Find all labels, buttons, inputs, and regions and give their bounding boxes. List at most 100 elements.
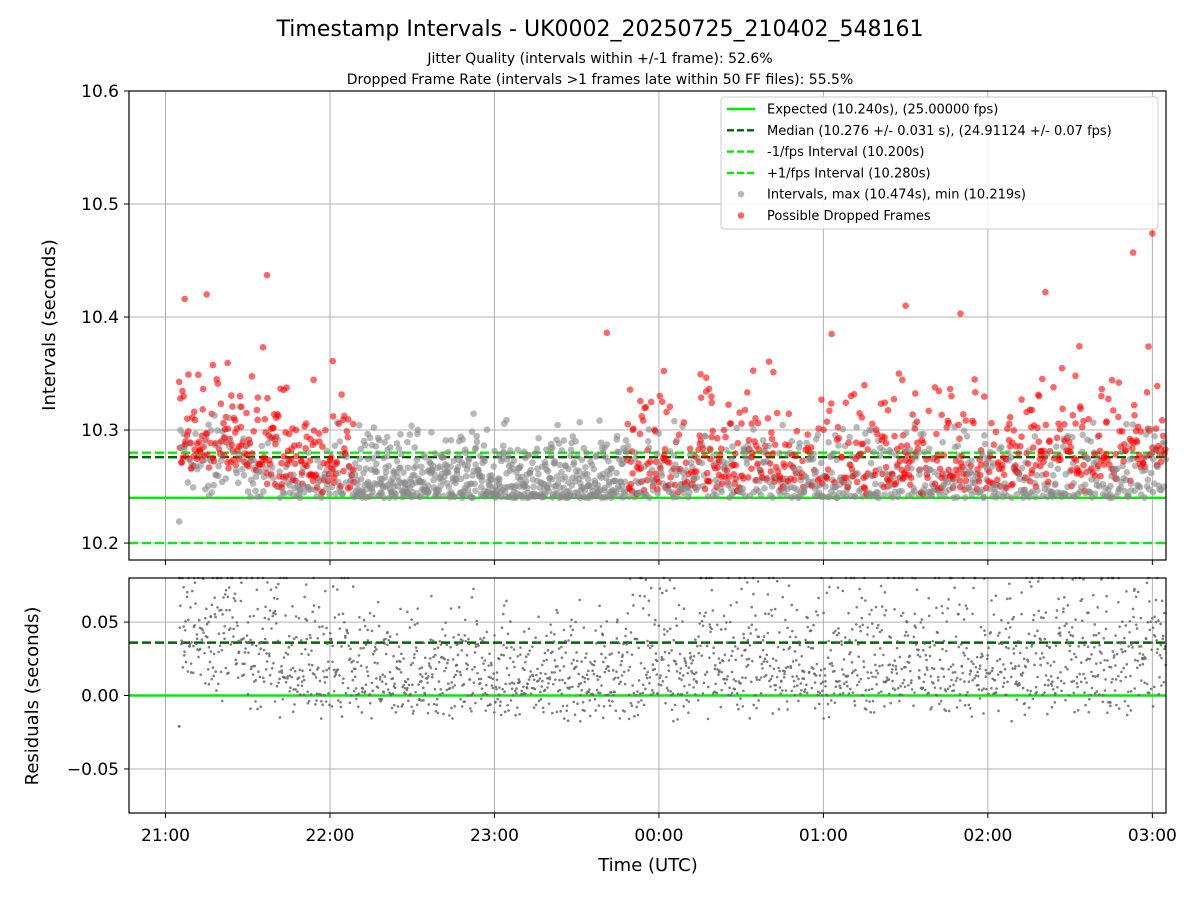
residual-point xyxy=(800,689,803,692)
residual-point xyxy=(386,630,389,634)
residual-point xyxy=(492,711,496,714)
residual-point xyxy=(678,677,681,680)
residual-point xyxy=(942,639,946,643)
interval-point xyxy=(451,493,459,500)
residual-point xyxy=(939,686,942,690)
interval-point xyxy=(1142,466,1149,474)
residual-point xyxy=(875,683,879,686)
residual-point xyxy=(1117,674,1120,678)
residual-point xyxy=(1109,704,1112,708)
interval-point xyxy=(527,466,534,474)
residual-point xyxy=(954,635,958,638)
residual-point xyxy=(1042,656,1045,659)
residual-point xyxy=(1012,615,1016,619)
residual-point xyxy=(1033,634,1037,638)
residual-point xyxy=(929,708,932,711)
residual-point xyxy=(309,636,312,640)
residual-point xyxy=(474,645,478,649)
residual-point xyxy=(288,674,292,677)
residuals-points xyxy=(177,576,1168,728)
residual-point xyxy=(910,679,913,682)
residual-point xyxy=(1146,620,1150,624)
dropped-frame-point xyxy=(988,419,995,427)
interval-point xyxy=(208,489,216,496)
residual-point xyxy=(506,703,509,707)
residual-point xyxy=(417,683,420,686)
residual-point xyxy=(1046,684,1050,687)
interval-point xyxy=(583,471,591,478)
interval-point xyxy=(351,471,359,479)
dropped-frame-point xyxy=(603,329,611,337)
residual-point xyxy=(1110,681,1113,684)
residual-point xyxy=(791,660,795,663)
residual-point xyxy=(314,676,318,679)
residual-point xyxy=(764,612,767,615)
dropped-frame-point xyxy=(765,358,773,365)
residual-point xyxy=(465,667,469,671)
residual-point xyxy=(854,668,857,672)
residual-point xyxy=(622,642,625,646)
residual-point xyxy=(764,673,768,677)
residual-point xyxy=(355,693,359,697)
residual-point xyxy=(798,643,802,647)
residual-point xyxy=(754,628,758,631)
residual-point xyxy=(697,635,700,638)
residual-point xyxy=(494,700,497,704)
residual-point xyxy=(778,669,781,673)
dropped-frame-point xyxy=(815,425,822,432)
residual-point xyxy=(1031,697,1035,701)
residual-point xyxy=(1155,651,1159,655)
residual-point xyxy=(736,647,740,650)
residual-point xyxy=(878,664,881,668)
dropped-frame-point xyxy=(246,439,254,447)
residual-point xyxy=(1129,709,1133,712)
interval-point xyxy=(411,444,419,451)
interval-point xyxy=(551,457,559,465)
dropped-frame-point xyxy=(967,462,975,470)
dropped-frame-point xyxy=(828,400,835,407)
residual-point xyxy=(527,653,530,656)
dropped-frame-point xyxy=(706,477,713,485)
residual-point xyxy=(1023,713,1027,717)
residual-point xyxy=(959,643,963,646)
dropped-frame-point xyxy=(752,415,759,422)
dropped-frame-point xyxy=(881,434,888,441)
residual-point xyxy=(918,668,921,672)
residual-point xyxy=(682,705,685,708)
dropped-frame-point xyxy=(1018,396,1025,403)
residual-point xyxy=(677,603,681,607)
interval-point xyxy=(264,439,272,447)
residual-point xyxy=(655,673,659,676)
residual-point xyxy=(618,717,622,720)
residual-point xyxy=(797,677,800,681)
residual-point xyxy=(603,670,607,674)
residual-point xyxy=(1052,687,1055,691)
residual-point xyxy=(643,595,646,598)
interval-point xyxy=(535,470,542,478)
residual-point xyxy=(1159,643,1163,647)
residual-point xyxy=(432,655,435,659)
residual-point xyxy=(742,689,745,693)
residual-point xyxy=(273,700,277,703)
residual-point xyxy=(544,672,547,676)
residual-point xyxy=(838,679,841,683)
interval-point xyxy=(839,425,847,433)
interval-point xyxy=(1008,494,1015,502)
residual-point xyxy=(664,701,667,705)
residual-point xyxy=(287,634,291,638)
interval-point xyxy=(814,431,822,439)
residual-point xyxy=(648,646,652,650)
residual-point xyxy=(499,713,503,717)
residual-point xyxy=(1158,653,1162,657)
interval-point xyxy=(1050,472,1057,479)
residual-point xyxy=(208,660,212,664)
residual-point xyxy=(655,659,659,663)
residual-point xyxy=(283,676,287,680)
residual-point xyxy=(619,663,623,667)
residual-point xyxy=(723,653,727,657)
dropped-frame-point xyxy=(1145,343,1152,350)
residual-point xyxy=(1065,638,1069,642)
interval-point xyxy=(1127,480,1135,488)
residual-point xyxy=(393,686,397,690)
dropped-frame-point xyxy=(793,427,801,435)
